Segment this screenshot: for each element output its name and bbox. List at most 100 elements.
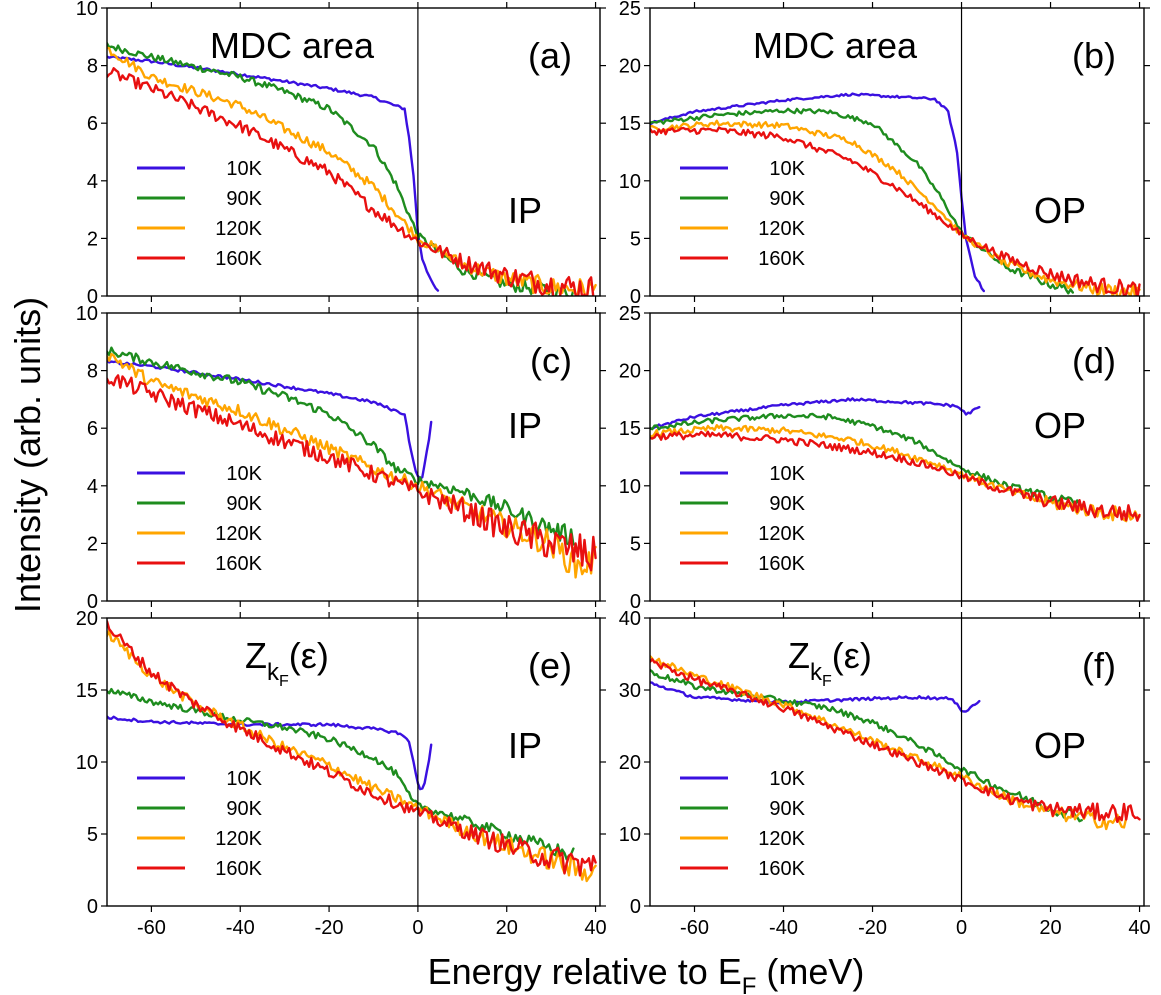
x-tick-label: 0 [956,917,967,939]
panel-f: 0 10 20 30 40 -60 -40 -20 0 20 40 (f) OP ZkF(ε) 10K 90K… [619,608,1151,939]
series-line-10K [650,92,985,293]
legend-label: 160K [758,553,805,575]
y-tick-label: 4 [87,476,98,498]
x-tick-label: -20 [315,917,344,939]
y-tick-label: 40 [619,608,641,630]
series-line-10K [107,55,440,292]
y-tick-label: 10 [76,303,98,325]
y-tick-label: 5 [630,228,641,250]
y-tick-label: 20 [619,56,641,78]
panel-d: 0 5 10 15 20 25 (d) OP 10K 90K 120K 160K [619,303,1150,613]
panel-title-sub: k [267,659,280,686]
y-tick-label: 4 [87,171,98,193]
x-tick-label: 0 [412,917,423,939]
series-line-90K [107,42,575,296]
series-line-10K [107,715,433,791]
panel-title: ZkF(ε) [788,635,872,690]
y-tick-label: 0 [630,591,641,613]
panel-title: MDC area [753,25,918,66]
series-line-90K [107,687,575,861]
y-tick-label: 0 [87,591,98,613]
panel-title-tail: (ε) [289,635,329,676]
x-tick-label: -40 [769,917,798,939]
series-line-120K [107,352,597,579]
panel-label: (c) [530,340,572,381]
y-tick-label: 2 [87,228,98,250]
series-line-120K [107,46,597,296]
y-tick-label: 15 [619,418,641,440]
series-line-90K [107,346,575,546]
y-tick-label: 10 [76,752,98,774]
panel-e: 0 5 10 15 20 -60 -40 -20 0 20 40 (e) IP ZkF(ε) 10K 90K 1… [76,608,607,939]
y-tick-label: 6 [87,418,98,440]
x-axis-title-main: Energy relative to E [428,951,742,992]
y-tick-label: 10 [76,0,98,20]
panel-label: (e) [528,645,572,686]
y-tick-label: 5 [630,533,641,555]
x-tick-label: 40 [584,917,606,939]
legend-label: 90K [226,798,262,820]
legend-label: 10K [226,463,262,485]
panel-grid: 0 2 4 6 8 10 (a) IP MDC area 10K 90K 120K 160K 0 5 10 15… [76,0,1151,939]
y-tick-label: 25 [619,303,641,325]
x-tick-label: 20 [1039,917,1061,939]
series-line-160K [107,620,597,877]
panel-label: (b) [1072,35,1116,76]
panel-a: 0 2 4 6 8 10 (a) IP MDC area 10K 90K 120K 160K [76,0,606,308]
side-label: OP [1034,190,1086,231]
legend-label: 120K [215,523,262,545]
legend-label: 90K [769,188,805,210]
legend-label: 160K [758,858,805,880]
x-tick-label: -40 [226,917,255,939]
legend-label: 120K [758,218,805,240]
y-tick-label: 30 [619,680,641,702]
side-label: IP [508,405,542,446]
legend-label: 120K [758,828,805,850]
panel-b: 0 5 10 15 20 25 (b) OP MDC area 10K 90K 120K 160K [619,0,1150,308]
legend-label: 160K [758,248,805,270]
legend-label: 160K [215,858,262,880]
legend-label: 120K [215,828,262,850]
legend-label: 160K [215,553,262,575]
series-line-10K [650,681,981,713]
legend-label: 90K [769,493,805,515]
y-tick-label: 10 [619,476,641,498]
y-axis-title: Intensity (arb. units) [7,297,48,613]
panel-c: 0 2 4 6 8 10 (c) IP 10K 90K 120K 160K [76,303,606,613]
legend-label: 120K [215,218,262,240]
legend-label: 10K [226,768,262,790]
x-tick-label: -60 [680,917,709,939]
series-line-160K [650,430,1141,522]
x-tick-label: -20 [858,917,887,939]
panel-title-main: Z [245,635,267,676]
series-line-160K [107,67,595,296]
y-tick-label: 25 [619,0,641,20]
panel-title-main: Z [788,635,810,676]
y-tick-label: 20 [76,608,98,630]
y-tick-label: 0 [87,286,98,308]
side-label: IP [508,190,542,231]
y-tick-label: 0 [630,286,641,308]
x-tick-label: 40 [1128,917,1150,939]
panel-label: (f) [1082,645,1116,686]
panel-title-sub: k [810,659,823,686]
y-tick-label: 20 [619,361,641,383]
side-label: OP [1034,405,1086,446]
series-line-120K [650,119,1141,296]
x-axis-title: Energy relative to EF (meV) [428,951,865,995]
x-axis-title-subscript: F [742,973,757,995]
series-line-160K [107,374,597,572]
y-tick-label: 8 [87,56,98,78]
legend-label: 10K [769,158,805,180]
y-tick-label: 0 [87,896,98,918]
panel-title: MDC area [210,25,375,66]
plot-frame [649,7,1145,297]
series-line-90K [650,668,1083,823]
x-tick-label: 20 [496,917,518,939]
y-tick-label: 5 [87,824,98,846]
legend-label: 160K [215,248,262,270]
panel-title-subsub: F [822,673,832,690]
y-tick-label: 2 [87,533,98,555]
panel-title: ZkF(ε) [245,635,329,690]
